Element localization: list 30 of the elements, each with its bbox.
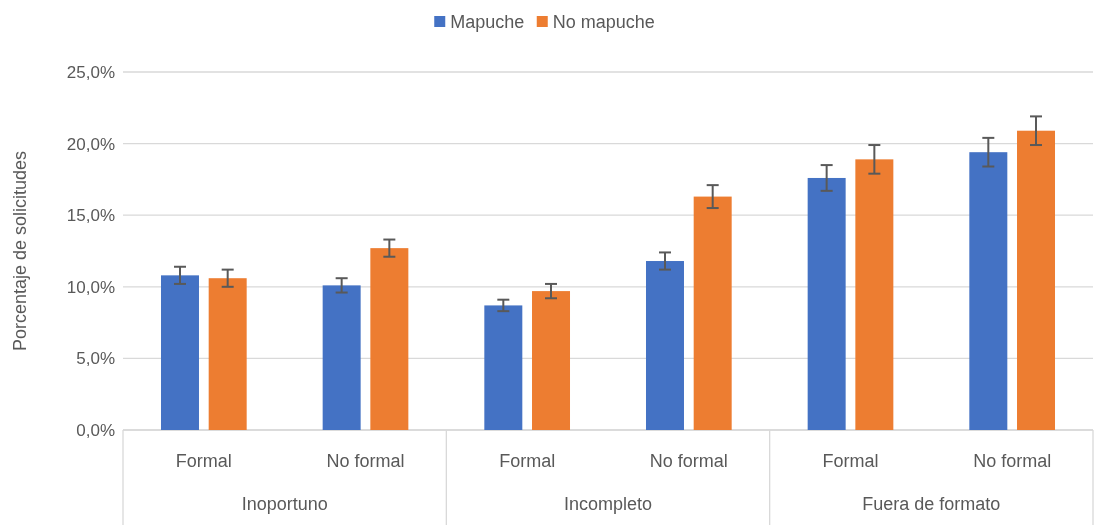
bar xyxy=(693,196,732,430)
y-tick-label: 25,0% xyxy=(66,62,115,82)
y-tick-label: 20,0% xyxy=(66,134,115,154)
text: Fuera de formato xyxy=(862,494,1001,514)
x-tick-label: No formal xyxy=(326,451,405,471)
bar xyxy=(1017,130,1056,430)
y-tick-label: 15,0% xyxy=(66,206,115,226)
text: Inoportuno xyxy=(241,494,328,514)
x-tick-label: No formal xyxy=(973,451,1052,471)
x-tick-label: Formal xyxy=(175,451,232,471)
legend-label: No mapuche xyxy=(552,12,655,33)
bar xyxy=(645,261,684,430)
bar xyxy=(807,177,846,430)
bar xyxy=(208,278,247,430)
x-tick-label: No formal xyxy=(649,451,728,471)
bar xyxy=(322,285,361,430)
y-axis-title: Porcentaje de solicitudes xyxy=(10,150,30,352)
text: Incompleto xyxy=(563,494,653,514)
x-tick-label: Formal xyxy=(822,451,879,471)
bar xyxy=(484,305,523,430)
bar xyxy=(532,291,571,430)
bar xyxy=(855,159,894,430)
x-tick-label: Formal xyxy=(499,451,556,471)
y-tick-label: 0,0% xyxy=(76,420,115,440)
legend-label: Mapuche xyxy=(450,12,525,33)
y-tick-label: 10,0% xyxy=(66,277,115,297)
bar xyxy=(370,248,409,430)
y-tick-label: 5,0% xyxy=(76,349,115,369)
bar xyxy=(160,275,199,430)
bar xyxy=(969,152,1008,430)
